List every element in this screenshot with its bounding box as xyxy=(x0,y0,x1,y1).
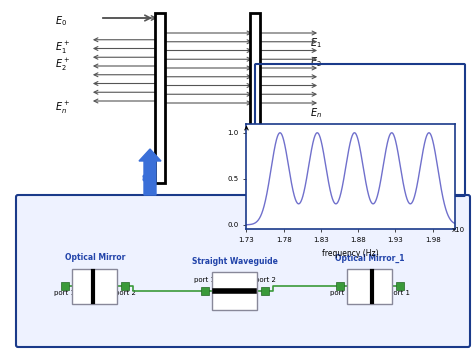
Text: port 2: port 2 xyxy=(329,290,350,296)
Text: $E_n^+$: $E_n^+$ xyxy=(55,100,70,116)
Text: $E_2$: $E_2$ xyxy=(310,55,322,69)
Text: Optical Mirror: Optical Mirror xyxy=(65,253,125,263)
Bar xyxy=(250,13,260,183)
X-axis label: frequency (Hz): frequency (Hz) xyxy=(322,249,379,258)
Text: port 1: port 1 xyxy=(194,277,216,283)
Text: port 1: port 1 xyxy=(55,290,75,296)
FancyBboxPatch shape xyxy=(16,195,470,347)
Bar xyxy=(396,282,404,290)
Bar xyxy=(336,282,344,290)
Bar xyxy=(121,282,129,290)
Text: $E_1$: $E_1$ xyxy=(310,36,322,50)
Text: $E_n$: $E_n$ xyxy=(310,106,322,120)
Text: $E_2^+$: $E_2^+$ xyxy=(55,57,70,73)
Text: Optical Mirror_1: Optical Mirror_1 xyxy=(335,253,405,263)
Text: x10: x10 xyxy=(451,227,465,233)
FancyArrow shape xyxy=(139,149,161,195)
Text: port 1: port 1 xyxy=(390,290,410,296)
Bar xyxy=(347,269,392,304)
Bar xyxy=(201,287,209,295)
Bar xyxy=(155,13,165,183)
Bar xyxy=(61,282,69,290)
Text: $E_0$: $E_0$ xyxy=(55,14,67,28)
Text: port 2: port 2 xyxy=(255,277,275,283)
Bar xyxy=(73,269,118,304)
Bar xyxy=(261,287,269,295)
Text: port 2: port 2 xyxy=(115,290,136,296)
Text: $E_1^+$: $E_1^+$ xyxy=(55,40,70,56)
Bar xyxy=(212,272,257,310)
Text: Straight Waveguide: Straight Waveguide xyxy=(192,257,278,266)
